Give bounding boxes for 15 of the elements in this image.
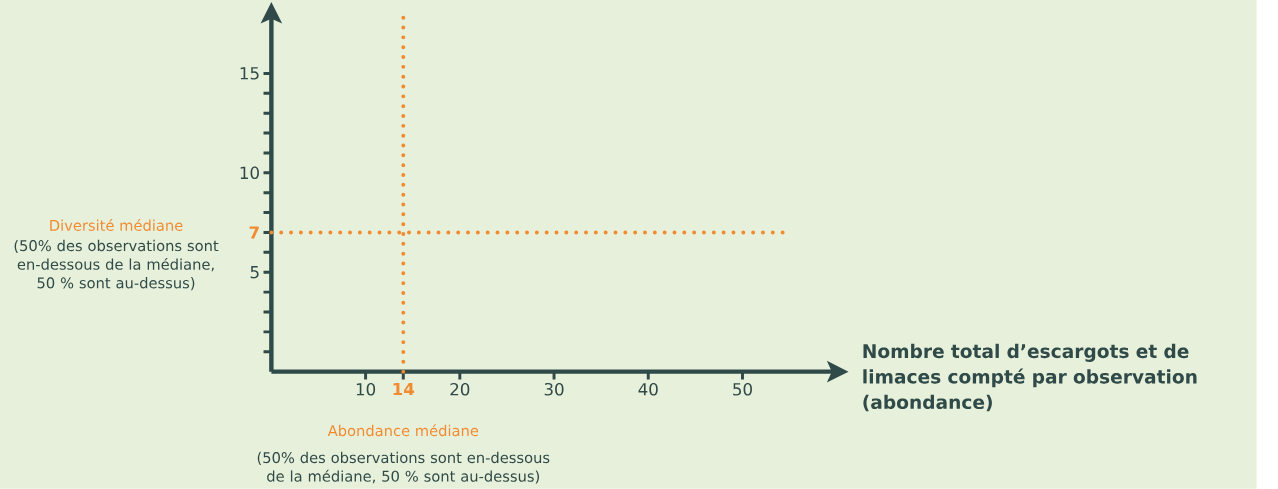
y-tick-label: 5 xyxy=(250,266,259,279)
x-axis-title: Nombre total d’escargots et de limaces compté par observation (abondance) xyxy=(863,343,1197,412)
y-tick-label: 15 xyxy=(240,67,259,80)
y-tick-label: 7 xyxy=(249,226,259,239)
ref-line-label: Abondance médiane xyxy=(327,424,479,437)
x-tick-label: 40 xyxy=(638,383,658,396)
text: (50% des observations sont en-dessous de la médiane, 50 % sont au-dessus) xyxy=(14,240,219,291)
x-tick-label: 10 xyxy=(356,383,376,396)
ref-line-label: Diversité médiane xyxy=(50,219,183,232)
x-tick-label: 30 xyxy=(544,383,564,396)
x-tick-label: 50 xyxy=(733,383,752,396)
x-tick-label: 14 xyxy=(393,383,415,396)
y-tick-label: 10 xyxy=(240,166,259,180)
text: (50% des observations sont en-dessous de la médiane, 50 % sont au-dessus) xyxy=(257,451,550,484)
x-tick-label: 20 xyxy=(450,383,470,396)
